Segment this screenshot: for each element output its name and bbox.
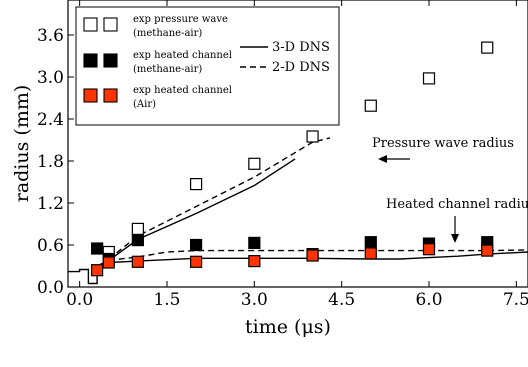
data-point-series-2 <box>190 255 203 268</box>
legend-label: exp heated channel <box>133 50 232 61</box>
pressure-wave-arrowhead <box>378 155 387 163</box>
heated-channel-label: Heated channel radius <box>386 197 528 212</box>
y-tick-label: 0.0 <box>37 278 64 298</box>
x-axis-label: time (μs) <box>245 316 331 338</box>
dns-2d-line <box>108 249 528 262</box>
data-point-series-1 <box>364 236 377 249</box>
pressure-wave-label: Pressure wave radius <box>372 136 514 151</box>
data-point-series-1 <box>91 242 104 255</box>
legend-box <box>75 6 340 126</box>
x-tick-label: 3.0 <box>241 290 268 310</box>
data-point-series-0 <box>248 157 261 170</box>
x-tick-label: 7.5 <box>503 290 528 310</box>
data-point-series-2 <box>364 247 377 260</box>
legend-label-sub: (methane-air) <box>133 28 202 39</box>
heated-channel-arrowhead <box>451 234 459 243</box>
y-tick-label: 2.4 <box>37 110 64 130</box>
legend-marker <box>83 88 98 103</box>
legend-label-sub: (Air) <box>133 99 156 110</box>
data-point-series-2 <box>481 244 494 257</box>
data-point-series-2 <box>102 256 115 269</box>
x-tick-label: 6.0 <box>415 290 442 310</box>
data-point-series-2 <box>91 264 104 277</box>
legend-marker <box>103 17 118 32</box>
legend: exp pressure wave (methane-air) exp heated… <box>75 6 340 126</box>
legend-marker <box>83 17 98 32</box>
data-point-series-1 <box>190 238 203 252</box>
data-point-series-0 <box>422 72 436 85</box>
plot-frame <box>67 0 528 288</box>
y-tick-label: 1.2 <box>37 194 64 214</box>
plot-area <box>68 41 528 285</box>
data-point-series-0 <box>306 130 319 143</box>
x-tick-label: 4.5 <box>328 290 355 310</box>
pressure-wave-annotation: Pressure wave radius <box>372 136 514 163</box>
data-point-series-2 <box>248 255 261 268</box>
data-point-series-0 <box>190 178 203 191</box>
legend-marker <box>103 88 118 103</box>
data-point-series-0 <box>131 222 144 235</box>
data-point-series-1 <box>131 234 144 247</box>
x-tick-label: 0.0 <box>66 290 93 310</box>
legend-marker <box>103 53 118 68</box>
x-tick-label: 1.5 <box>153 290 180 310</box>
legend-label: exp pressure wave <box>133 14 228 25</box>
y-tick-label: 3.0 <box>37 68 64 88</box>
data-point-series-1 <box>248 236 261 249</box>
y-tick-label: 3.6 <box>37 26 64 46</box>
data-point-series-0 <box>481 41 494 54</box>
legend-line-label: 3-D DNS <box>272 40 330 55</box>
heated-channel-annotation: Heated channel radius <box>386 197 528 243</box>
legend-label-sub: (methane-air) <box>133 64 202 75</box>
legend-line-label: 2-D DNS <box>272 60 330 75</box>
data-point-series-2 <box>306 249 319 262</box>
y-tick-label: 1.8 <box>37 152 64 172</box>
legend-marker <box>83 53 98 68</box>
axis-ticks: 0.0 1.5 3.0 4.5 6.0 7.5 0.0 0.6 1.2 1.8 2.4 3.0 3.6 <box>37 0 528 310</box>
dns-3d-line <box>108 251 528 264</box>
data-point-series-2 <box>131 255 144 268</box>
data-point-series-2 <box>422 243 436 256</box>
data-point-series-0 <box>364 99 377 112</box>
y-tick-label: 0.6 <box>37 236 64 256</box>
legend-label: exp heated channel <box>133 85 232 96</box>
y-axis-label: radius (mm) <box>11 85 33 203</box>
